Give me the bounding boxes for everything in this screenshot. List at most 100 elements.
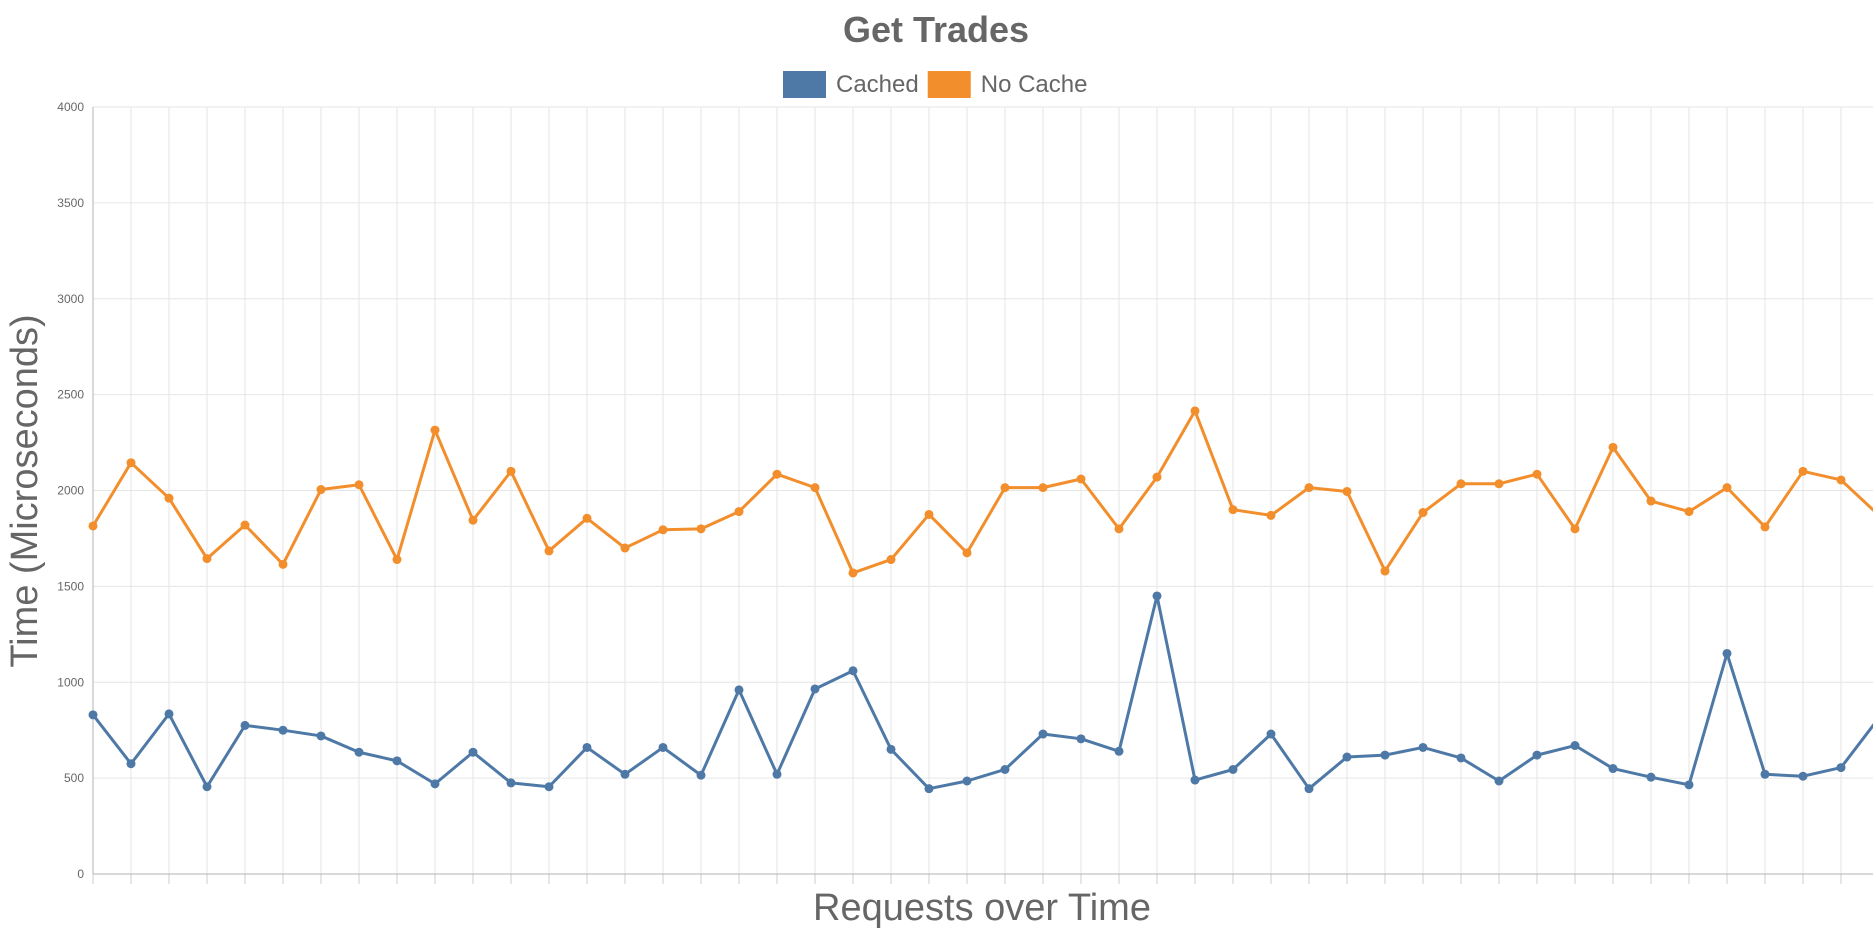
data-point	[772, 469, 782, 479]
data-point	[620, 769, 630, 779]
data-point	[924, 509, 934, 519]
data-point	[1418, 742, 1428, 752]
data-point	[316, 485, 326, 495]
data-point	[696, 524, 706, 534]
data-point	[202, 554, 212, 564]
y-tick-label: 3500	[57, 196, 84, 210]
data-point	[1570, 741, 1580, 751]
data-point	[1114, 746, 1124, 756]
data-point	[1494, 776, 1504, 786]
data-point	[164, 709, 174, 719]
data-point	[430, 779, 440, 789]
y-tick-label: 3000	[57, 292, 84, 306]
data-point	[582, 513, 592, 523]
data-point	[962, 548, 972, 558]
data-point	[1190, 775, 1200, 785]
data-point	[1342, 752, 1352, 762]
data-point	[962, 776, 972, 786]
y-tick-label: 500	[64, 771, 84, 785]
y-tick-label: 4000	[57, 100, 84, 114]
data-point	[772, 769, 782, 779]
data-point	[734, 685, 744, 695]
series-layer	[88, 406, 1873, 794]
data-point	[1152, 472, 1162, 482]
data-point	[886, 555, 896, 565]
data-point	[392, 756, 402, 766]
data-point	[582, 742, 592, 752]
data-point	[240, 520, 250, 530]
y-tick-label: 2000	[57, 484, 84, 498]
data-point	[1076, 474, 1086, 484]
data-point	[658, 742, 668, 752]
data-point	[620, 543, 630, 553]
data-point	[924, 784, 934, 794]
data-point	[1608, 764, 1618, 774]
data-point	[544, 546, 554, 556]
data-point	[392, 555, 402, 565]
data-point	[1798, 466, 1808, 476]
y-tick-label: 2500	[57, 388, 84, 402]
data-point	[430, 425, 440, 435]
series-line	[91, 409, 1873, 575]
series-group	[88, 406, 1873, 578]
data-point	[1570, 524, 1580, 534]
data-point	[1608, 442, 1618, 452]
data-point	[1152, 591, 1162, 601]
data-point	[1684, 780, 1694, 790]
y-axis-title: Time (Microseconds)	[4, 314, 46, 667]
data-point	[1304, 784, 1314, 794]
data-point	[468, 515, 478, 525]
data-point	[1000, 483, 1010, 493]
data-point	[1304, 483, 1314, 493]
data-point	[316, 731, 326, 741]
data-point	[1798, 771, 1808, 781]
data-point	[1760, 769, 1770, 779]
data-point	[126, 458, 136, 468]
y-axis-ticks: 0 500 1000 1500 2000 2500 3000 3500 4000	[57, 100, 84, 881]
data-point	[696, 770, 706, 780]
data-point	[1380, 566, 1390, 576]
data-point	[734, 507, 744, 517]
data-point	[810, 684, 820, 694]
data-point	[848, 666, 858, 676]
data-point	[810, 483, 820, 493]
data-point	[1038, 729, 1048, 739]
data-point	[1456, 479, 1466, 489]
data-point	[506, 778, 516, 788]
data-point	[1380, 750, 1390, 760]
data-point	[126, 759, 136, 769]
data-point	[1038, 483, 1048, 493]
data-point	[1722, 483, 1732, 493]
data-point	[278, 725, 288, 735]
data-point	[1836, 763, 1846, 773]
x-axis-title: Requests over Time	[813, 887, 1151, 929]
series-group	[88, 591, 1873, 794]
data-point	[1228, 505, 1238, 515]
legend-swatch	[783, 71, 826, 98]
data-point	[164, 493, 174, 503]
legend-swatch	[927, 71, 971, 98]
legend: Cached No Cache	[783, 71, 1087, 98]
y-tick-label: 0	[77, 867, 84, 881]
data-point	[658, 525, 668, 535]
data-point	[886, 744, 896, 754]
chart-title: Get Trades	[843, 9, 1029, 50]
legend-label: No Cache	[981, 71, 1088, 98]
data-point	[1532, 750, 1542, 760]
y-tick-label: 1000	[57, 675, 84, 689]
data-point	[278, 559, 288, 569]
data-point	[1646, 496, 1656, 506]
data-point	[1646, 772, 1656, 782]
data-point	[468, 747, 478, 757]
data-point	[1114, 524, 1124, 534]
data-point	[1266, 510, 1276, 520]
y-tick-label: 1500	[57, 579, 84, 593]
data-point	[1722, 648, 1732, 658]
data-point	[202, 782, 212, 792]
data-point	[1190, 406, 1200, 416]
data-point	[1684, 507, 1694, 517]
data-point	[354, 747, 364, 757]
data-point	[1000, 764, 1010, 774]
